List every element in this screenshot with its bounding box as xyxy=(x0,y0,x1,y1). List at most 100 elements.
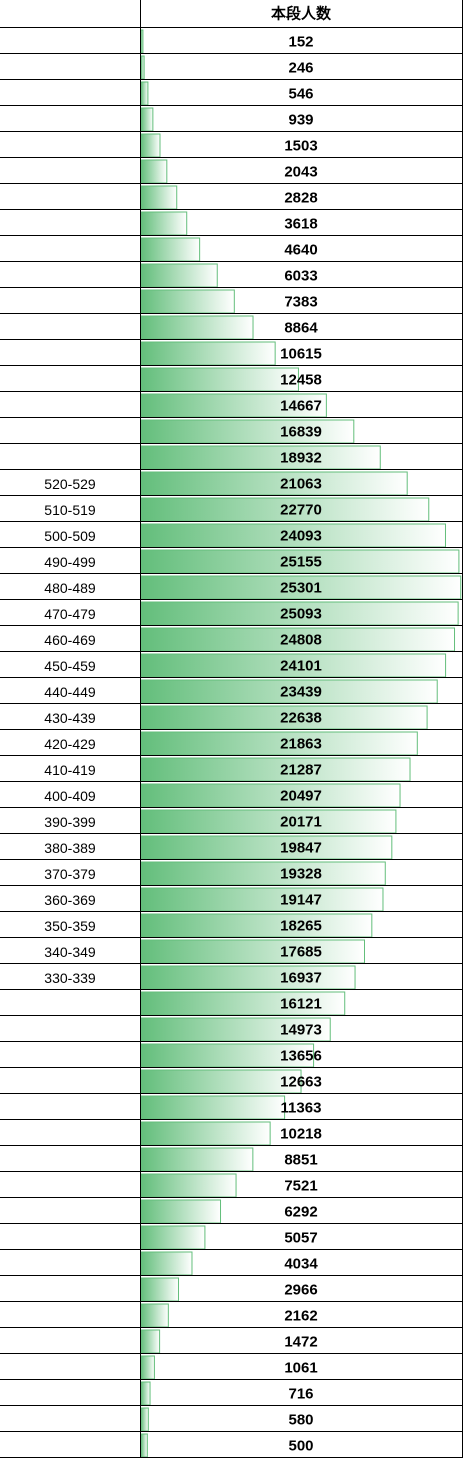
row-label: 450-459 xyxy=(44,658,96,674)
value-label: 21063 xyxy=(280,476,322,493)
value-label: 24101 xyxy=(280,658,322,675)
data-bar xyxy=(140,81,149,106)
row-label: 480-489 xyxy=(44,580,96,596)
column-header: 本段人数 xyxy=(271,5,332,23)
value-label: 716 xyxy=(288,1386,313,1403)
value-label: 21287 xyxy=(280,762,322,779)
value-label: 17685 xyxy=(280,944,322,961)
row-label: 440-449 xyxy=(44,684,96,700)
data-bar xyxy=(140,1173,237,1198)
value-label: 1061 xyxy=(284,1360,317,1377)
row-label: 350-359 xyxy=(44,918,96,934)
row-label: 410-419 xyxy=(44,762,96,778)
value-label: 25155 xyxy=(280,554,322,571)
data-bar xyxy=(140,1199,222,1224)
data-bar xyxy=(140,55,145,80)
value-label: 939 xyxy=(288,112,313,129)
value-label: 8864 xyxy=(284,320,318,337)
value-label: 2828 xyxy=(284,190,317,207)
value-label: 4640 xyxy=(284,242,317,259)
data-bar xyxy=(140,1147,254,1172)
data-bar xyxy=(140,29,144,54)
row-label: 500-509 xyxy=(44,528,96,544)
data-bar xyxy=(140,1303,169,1328)
value-label: 21863 xyxy=(280,736,322,753)
value-label: 6033 xyxy=(284,268,317,285)
data-bar xyxy=(140,211,188,236)
value-label: 1472 xyxy=(284,1334,317,1351)
value-label: 22770 xyxy=(280,502,322,519)
data-bar xyxy=(140,1381,151,1406)
data-bar xyxy=(140,809,397,834)
value-label: 25301 xyxy=(280,580,322,597)
value-label: 546 xyxy=(288,86,313,103)
data-bar xyxy=(140,1329,161,1354)
value-label: 16839 xyxy=(280,424,322,441)
row-label: 340-349 xyxy=(44,944,96,960)
data-bar xyxy=(140,835,393,860)
value-label: 19147 xyxy=(280,892,322,909)
value-label: 24093 xyxy=(280,528,322,545)
data-bar xyxy=(140,861,386,886)
data-bar xyxy=(140,887,384,912)
value-label: 18265 xyxy=(280,918,322,935)
value-label: 25093 xyxy=(280,606,322,623)
value-label: 2043 xyxy=(284,164,317,181)
row-label: 370-379 xyxy=(44,866,96,882)
data-bar xyxy=(140,939,365,964)
row-label: 380-389 xyxy=(44,840,96,856)
data-bar xyxy=(140,731,418,756)
row-label: 420-429 xyxy=(44,736,96,752)
value-label: 8851 xyxy=(284,1152,317,1169)
row-label: 520-529 xyxy=(44,476,96,492)
row-label: 390-399 xyxy=(44,814,96,830)
data-bar xyxy=(140,185,178,210)
data-bar xyxy=(140,965,356,990)
value-label: 1503 xyxy=(284,138,317,155)
data-bar xyxy=(140,471,408,496)
data-bar xyxy=(140,289,235,314)
row-label: 360-369 xyxy=(44,892,96,908)
data-bar xyxy=(140,1355,155,1380)
row-label: 430-439 xyxy=(44,710,96,726)
data-bar xyxy=(140,757,411,782)
data-bar xyxy=(140,1095,286,1120)
data-bar xyxy=(140,315,254,340)
data-bar xyxy=(140,913,373,938)
row-label: 330-339 xyxy=(44,970,96,986)
data-bar xyxy=(140,1069,302,1094)
value-label: 10615 xyxy=(280,346,322,363)
data-bar xyxy=(140,133,161,158)
value-label: 246 xyxy=(288,60,313,77)
value-label: 22638 xyxy=(280,710,322,727)
value-label: 11363 xyxy=(281,1100,322,1117)
value-label: 18932 xyxy=(280,450,322,467)
value-label: 3618 xyxy=(284,216,317,233)
data-bar xyxy=(140,263,218,288)
row-label: 470-479 xyxy=(44,606,96,622)
value-label: 19847 xyxy=(280,840,322,857)
data-bar xyxy=(140,367,299,392)
data-bar xyxy=(140,159,168,184)
value-label: 13656 xyxy=(280,1048,322,1065)
value-label: 20497 xyxy=(280,788,322,805)
data-bar xyxy=(140,445,381,470)
value-label: 14667 xyxy=(280,398,322,415)
data-bar xyxy=(140,783,401,808)
value-label: 14973 xyxy=(280,1022,322,1039)
value-label: 7383 xyxy=(284,294,317,311)
data-bar xyxy=(140,1407,149,1432)
data-bar xyxy=(140,1225,206,1250)
row-label: 490-499 xyxy=(44,554,96,570)
row-label: 400-409 xyxy=(44,788,96,804)
value-label: 4034 xyxy=(284,1256,318,1273)
value-label: 152 xyxy=(288,34,313,51)
data-bar xyxy=(140,419,355,444)
data-bar xyxy=(140,1121,271,1146)
value-label: 16121 xyxy=(280,996,322,1013)
data-bar xyxy=(140,237,201,262)
value-label: 2162 xyxy=(284,1308,317,1325)
value-label: 20171 xyxy=(280,814,322,831)
data-bar xyxy=(140,341,276,366)
